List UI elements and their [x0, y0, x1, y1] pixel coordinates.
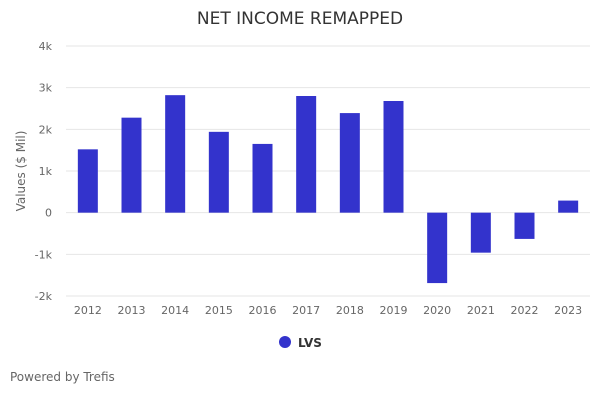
bar-2020[interactable] [427, 212, 448, 284]
x-tick-label: 2018 [336, 304, 364, 317]
legend-label-lvs: LVS [298, 336, 322, 350]
bar-2015[interactable] [208, 131, 229, 213]
y-tick-label: 2k [39, 123, 53, 136]
bar-2021[interactable] [470, 212, 491, 253]
grid-lines [66, 45, 590, 297]
x-tick-label: 2017 [292, 304, 320, 317]
y-axis-ticks: 4k 3k 2k 1k 0 -1k -2k [35, 40, 53, 303]
bar-2014[interactable] [165, 95, 186, 213]
bar-2017[interactable] [296, 96, 317, 213]
bar-2019[interactable] [383, 101, 404, 213]
x-tick-label: 2014 [161, 304, 189, 317]
y-tick-label: -2k [35, 290, 53, 303]
x-tick-label: 2013 [118, 304, 146, 317]
y-tick-label: 1k [39, 165, 53, 178]
bar-2023[interactable] [558, 200, 579, 213]
bars [77, 95, 579, 284]
x-tick-label: 2015 [205, 304, 233, 317]
y-axis-label: Values ($ Mil) [14, 131, 28, 212]
bar-2018[interactable] [339, 113, 360, 213]
bar-2022[interactable] [514, 212, 535, 239]
x-tick-label: 2022 [511, 304, 539, 317]
x-tick-label: 2023 [554, 304, 582, 317]
chart-title: NET INCOME REMAPPED [197, 9, 403, 29]
y-tick-label: -1k [35, 248, 53, 261]
bar-2016[interactable] [252, 143, 273, 213]
x-tick-label: 2012 [74, 304, 102, 317]
x-tick-label: 2019 [380, 304, 408, 317]
legend[interactable]: LVS [279, 336, 322, 350]
bar-2013[interactable] [121, 117, 142, 213]
x-tick-label: 2016 [249, 304, 277, 317]
x-tick-label: 2020 [423, 304, 451, 317]
credit-text: Powered by Trefis [10, 370, 115, 384]
y-tick-label: 3k [39, 82, 53, 95]
x-tick-label: 2021 [467, 304, 495, 317]
legend-marker-lvs [279, 336, 291, 348]
bar-2012[interactable] [77, 149, 98, 213]
y-tick-label: 4k [39, 40, 53, 53]
x-axis-ticks: 2012 2013 2014 2015 2016 2017 2018 2019 2020 2021… [74, 304, 582, 317]
y-tick-label: 0 [45, 207, 52, 220]
